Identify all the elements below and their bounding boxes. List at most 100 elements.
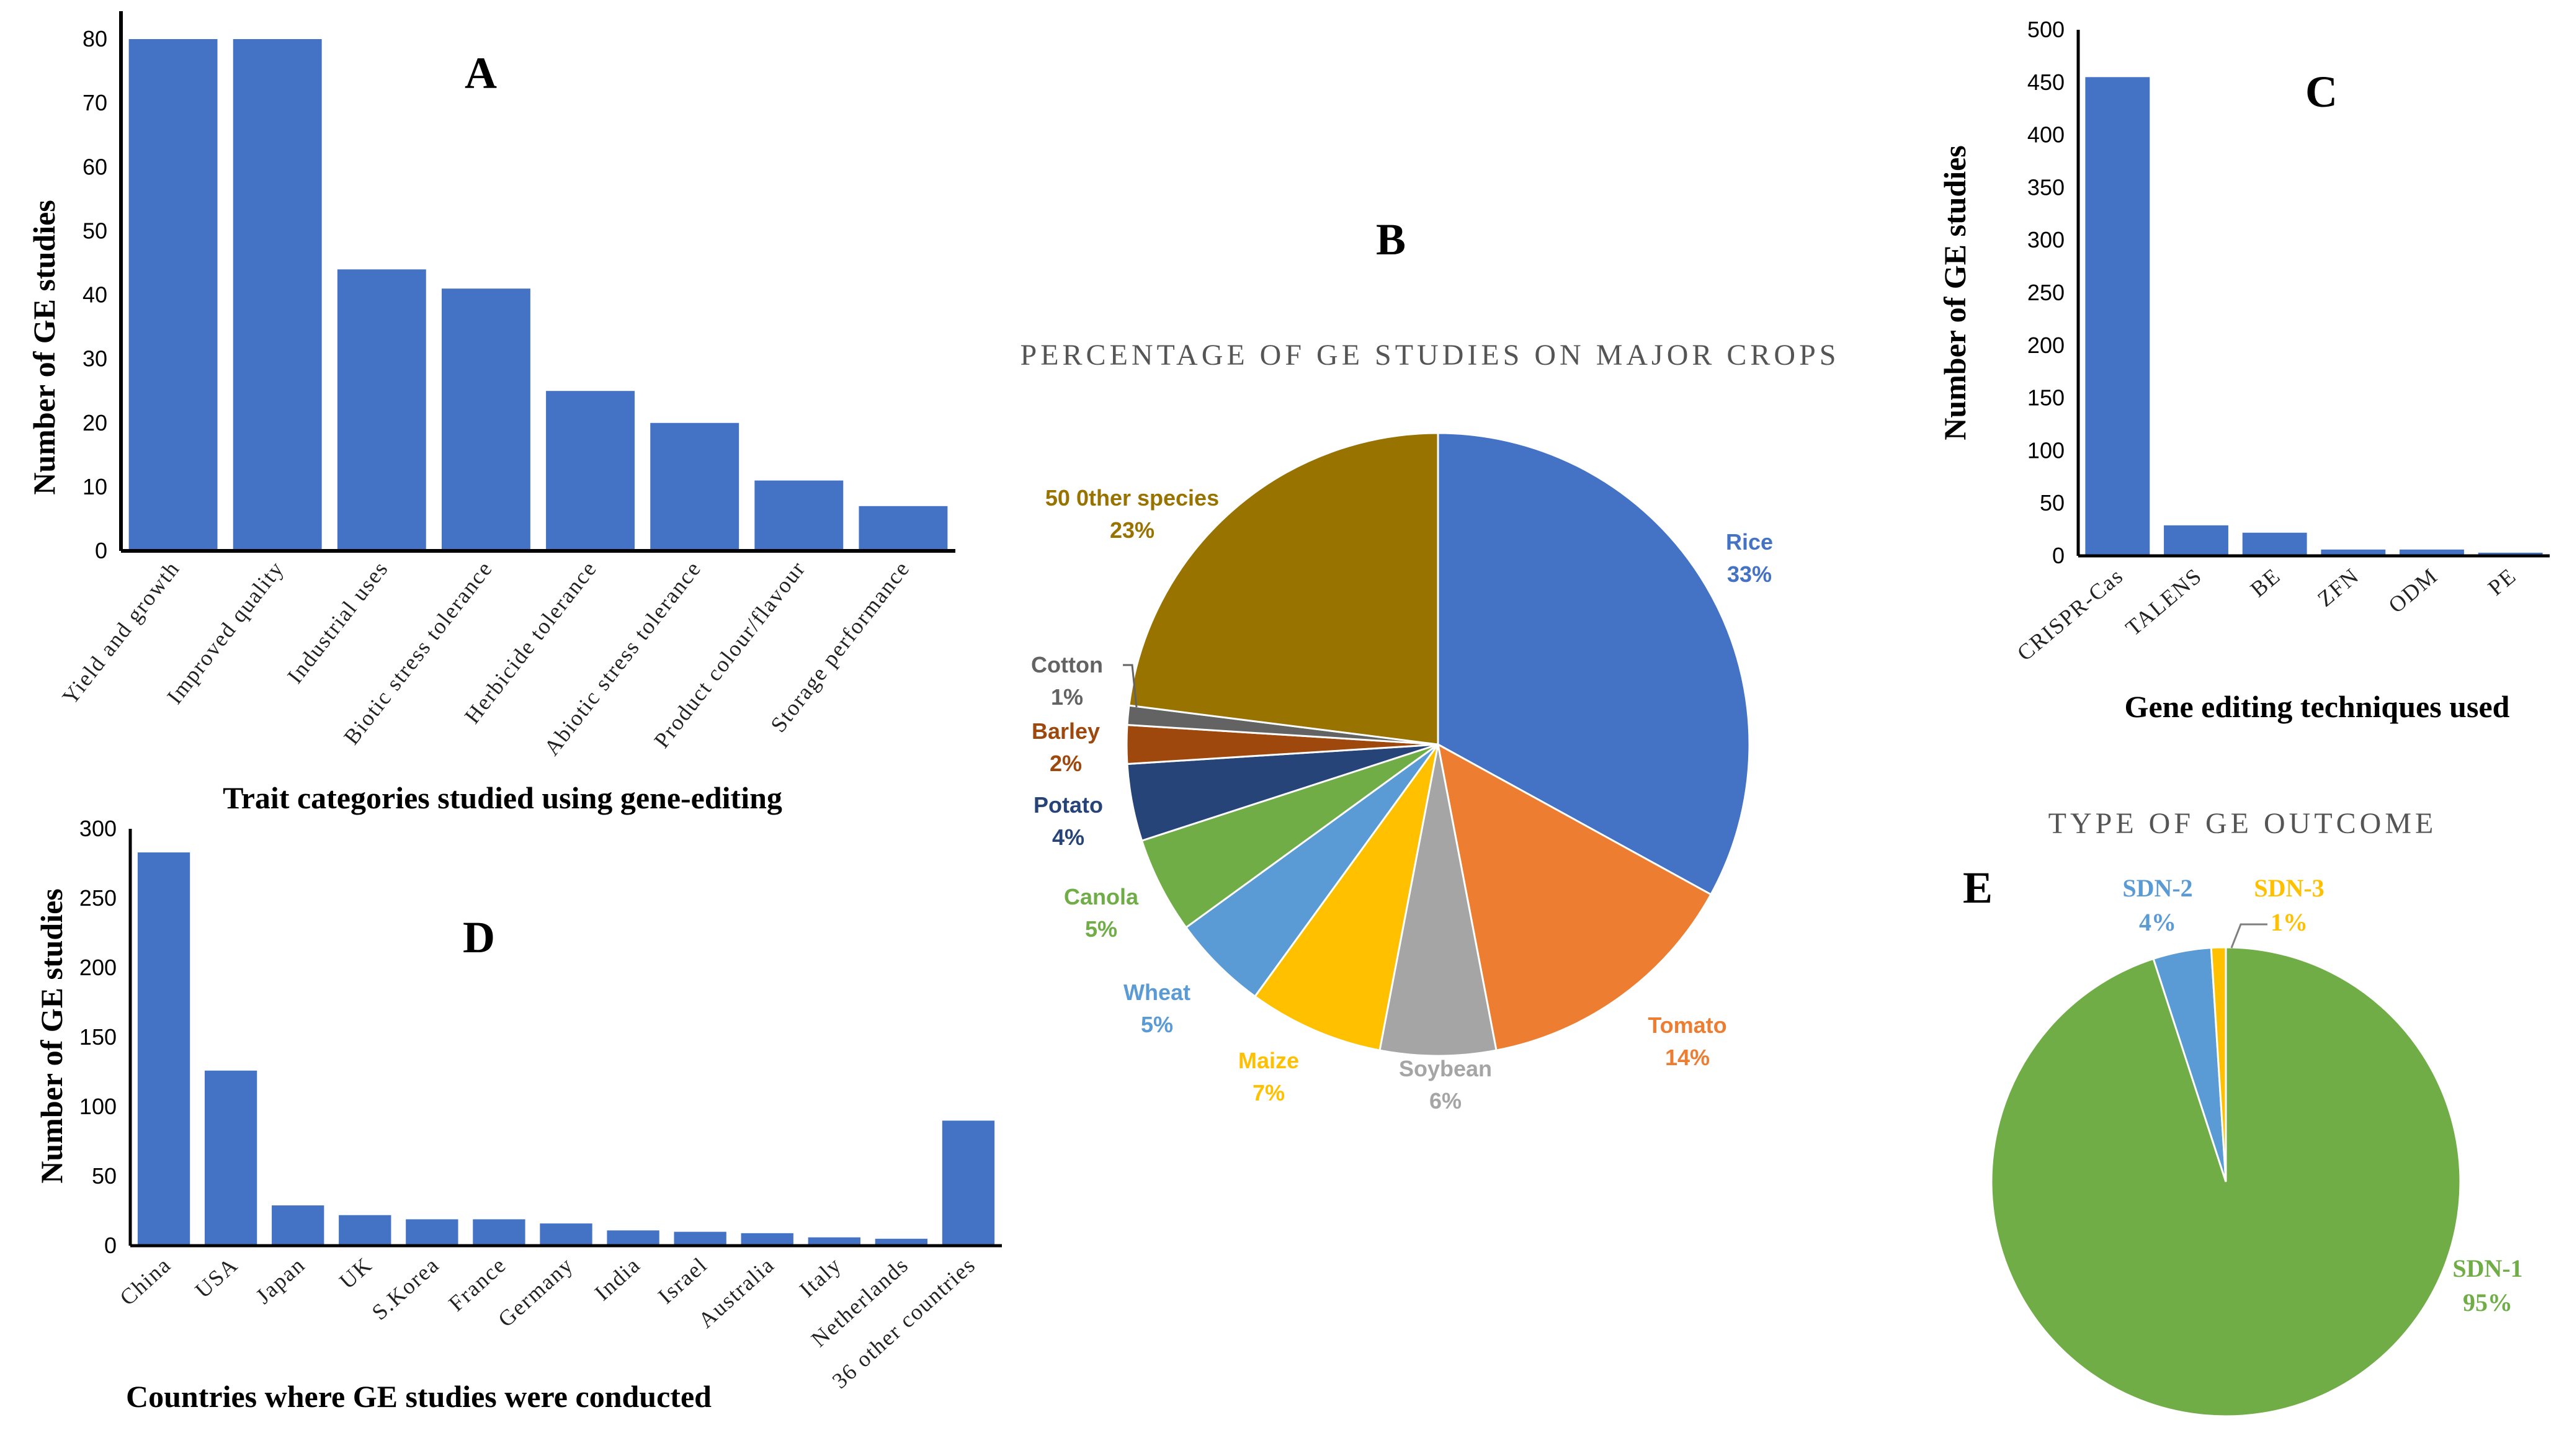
y-tick-label: 200 xyxy=(2027,333,2065,358)
slice-label-tomato: Tomato xyxy=(1648,1012,1726,1038)
slice-value-rice: 33% xyxy=(1727,561,1772,587)
bar-improved-quality xyxy=(233,39,322,551)
panel-label: B xyxy=(1376,215,1406,264)
x-tick-label-crispr-cas: CRISPR-Cas xyxy=(2012,563,2128,666)
bar-germany xyxy=(540,1223,592,1246)
y-tick-label: 150 xyxy=(2027,385,2065,411)
x-tick-label-be: BE xyxy=(2246,563,2285,602)
x-tick-label-s-korea: S.Korea xyxy=(367,1252,444,1324)
bar-product-colour-flavour xyxy=(754,480,844,551)
leader-line-sdn-3 xyxy=(2230,923,2267,949)
slice-value-soybean: 6% xyxy=(1429,1088,1462,1114)
y-tick-label: 80 xyxy=(83,26,107,51)
slice-label-rice: Rice xyxy=(1726,529,1773,555)
chart-e: SDN-1 95% SDN-2 4% SDN-3 1% TYPE OF GE OUTCOME… xyxy=(1963,807,2523,1418)
x-tick-label-talens: TALENS xyxy=(2121,563,2207,640)
y-tick-label: 300 xyxy=(2027,227,2065,252)
slice-value-sdn-2: 4% xyxy=(2139,908,2176,936)
x-tick-label-china: China xyxy=(115,1252,176,1310)
slice-label-barley: Barley xyxy=(1032,718,1100,744)
y-tick-label: 300 xyxy=(79,816,117,841)
y-tick-label: 200 xyxy=(79,955,117,980)
bar-israel xyxy=(674,1231,726,1246)
x-tick-label-improved-quality: Improved quality xyxy=(162,556,288,708)
slice-tomato xyxy=(1436,743,1712,1052)
y-tick-label: 450 xyxy=(2027,69,2065,95)
slice-label-wheat: Wheat xyxy=(1123,980,1190,1005)
bar-australia xyxy=(741,1233,793,1246)
bar-japan xyxy=(272,1205,324,1246)
bar-be xyxy=(2242,532,2307,556)
bar-netherlands xyxy=(875,1238,928,1246)
bar-india xyxy=(607,1230,659,1246)
chart-c: 0 50 100 150 200 250 300 350 400 450 500 CRISPR-Cas… xyxy=(1937,17,2550,724)
x-tick-label-japan: Japan xyxy=(251,1252,310,1308)
y-tick-label: 100 xyxy=(79,1094,117,1119)
pie-title: PERCENTAGE OF GE STUDIES ON MAJOR CROPS xyxy=(1020,339,1840,372)
bar-biotic-stress-tolerance xyxy=(441,288,530,551)
slice-label-sdn-1: SDN-1 xyxy=(2452,1254,2522,1282)
slice-maize xyxy=(1253,744,1439,1052)
y-tick-label: 20 xyxy=(83,410,107,435)
bar-storage-performance xyxy=(859,506,948,551)
panel-label: E xyxy=(1963,863,1993,913)
slice-label-soybean: Soybean xyxy=(1399,1056,1492,1081)
slice-label-sdn-3: SDN-3 xyxy=(2254,874,2324,902)
slice-soybean xyxy=(1378,744,1498,1057)
slice-wheat xyxy=(1184,743,1439,998)
bar-abiotic-stress-tolerance xyxy=(650,422,739,551)
x-tick-label-odm: ODM xyxy=(2383,563,2442,618)
y-tick-label: 50 xyxy=(2040,490,2065,516)
panel-label: A xyxy=(465,48,497,98)
x-axis-title: Trait categories studied using gene-edit… xyxy=(223,780,782,815)
y-tick-label: 10 xyxy=(83,474,107,499)
y-tick-label: 400 xyxy=(2027,122,2065,148)
x-tick-label-india: India xyxy=(590,1252,645,1305)
x-tick-label-italy: Italy xyxy=(795,1252,846,1302)
bar-uk xyxy=(339,1215,391,1246)
x-tick-label-pe: PE xyxy=(2483,563,2521,600)
x-axis-title: Gene editing techniques used xyxy=(2125,689,2510,724)
bar-herbicide-tolerance xyxy=(546,391,635,551)
chart-a: 0 10 20 30 40 50 60 70 80 Yield and growthImprove… xyxy=(27,11,955,815)
slice-value-cotton: 1% xyxy=(1051,684,1083,710)
x-tick-label-industrial-uses: Industrial uses xyxy=(282,556,393,688)
y-tick-label: 0 xyxy=(104,1233,117,1258)
y-tick-label: 0 xyxy=(95,538,107,563)
x-tick-label-yield-and-growth: Yield and growth xyxy=(57,556,184,709)
slice-value-sdn-3: 1% xyxy=(2271,908,2308,936)
bar-pe xyxy=(2478,552,2543,556)
panel-label: D xyxy=(463,913,495,962)
y-tick-label: 0 xyxy=(2052,543,2065,568)
bar-industrial-uses xyxy=(337,269,426,551)
x-tick-label-zfn: ZFN xyxy=(2313,563,2364,611)
slice-label-maize: Maize xyxy=(1238,1048,1299,1073)
slice-label-canola: Canola xyxy=(1064,884,1139,909)
bar-zfn xyxy=(2321,549,2386,556)
x-tick-label-germany: Germany xyxy=(493,1252,578,1332)
bar-usa xyxy=(204,1070,257,1246)
y-axis-title: Number of GE studies xyxy=(1937,145,1972,440)
bar-china xyxy=(137,852,190,1246)
slice-value-sdn-1: 95% xyxy=(2463,1289,2512,1316)
y-axis-title: Number of GE studies xyxy=(27,200,61,495)
y-tick-label: 60 xyxy=(83,154,107,179)
y-tick-label: 70 xyxy=(83,90,107,115)
bar-italy xyxy=(808,1237,860,1246)
slice-value-tomato: 14% xyxy=(1665,1045,1710,1070)
slice-value-wheat: 5% xyxy=(1141,1012,1173,1037)
y-tick-label: 30 xyxy=(83,346,107,372)
slice-rice xyxy=(1437,432,1751,896)
bar-odm xyxy=(2400,549,2464,556)
slice-canola xyxy=(1140,743,1439,929)
slice-label-cotton: Cotton xyxy=(1031,652,1103,677)
y-tick-label: 100 xyxy=(2027,437,2065,463)
chart-d: 0 50 100 150 200 250 300 China USA Japan UKS.Korea… xyxy=(34,816,1002,1414)
bar-talens xyxy=(2164,525,2228,556)
panel-label: C xyxy=(2305,67,2338,117)
y-tick-label: 250 xyxy=(79,885,117,911)
y-tick-label: 40 xyxy=(83,282,107,308)
pie-title: TYPE OF GE OUTCOME xyxy=(2048,807,2437,840)
bar-crispr-cas xyxy=(2085,77,2150,556)
